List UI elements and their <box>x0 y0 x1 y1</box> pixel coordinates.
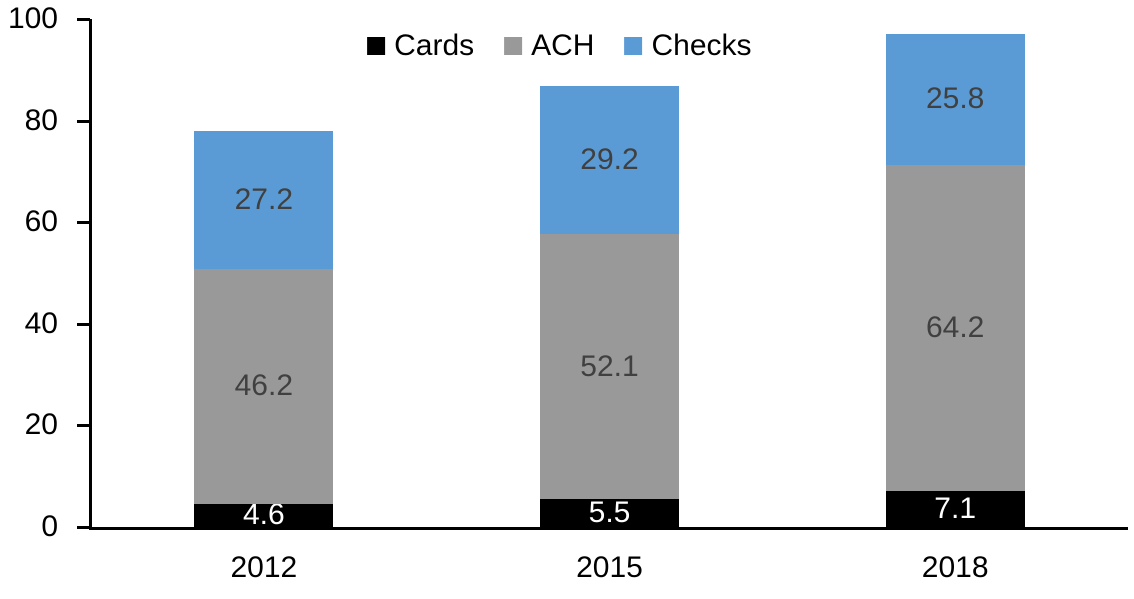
y-axis-tick-label: 80 <box>24 103 58 137</box>
legend-label-cards: Cards <box>394 29 475 62</box>
y-axis-tick-label: 0 <box>41 510 58 543</box>
data-label-checks-2018: 25.8 <box>925 82 985 116</box>
legend-label-ach: ACH <box>531 29 595 62</box>
y-axis-tick <box>77 221 90 225</box>
x-axis-category-label: 2015 <box>576 551 643 584</box>
data-label-ach-2012: 46.2 <box>234 369 294 403</box>
y-axis-tick <box>77 322 90 326</box>
y-axis-line <box>89 19 92 530</box>
bar-segment-cards-2015: 5.5 <box>540 496 679 530</box>
chart-legend: Cards ACH Checks <box>367 29 752 62</box>
y-axis-tick-label: 20 <box>24 408 58 442</box>
bar-segment-cards-2018: 7.1 <box>885 490 1025 527</box>
stacked-bar-2015: 5.5 52.1 29.2 <box>540 86 679 530</box>
legend-swatch-cards-icon <box>367 37 386 55</box>
y-axis-tick <box>77 424 90 428</box>
y-axis-tick <box>77 18 90 21</box>
legend-label-checks: Checks <box>651 29 752 62</box>
bar-segment-checks-2018: 25.8 <box>885 33 1025 165</box>
x-axis-category-label: 2018 <box>921 551 989 584</box>
y-axis-tick <box>77 526 90 529</box>
data-label-checks-2012: 27.2 <box>234 182 294 216</box>
x-axis-line <box>89 527 1128 530</box>
bar-segment-ach-2012: 46.2 <box>194 268 334 504</box>
legend-swatch-ach-icon <box>504 37 523 55</box>
bar-segment-ach-2018: 64.2 <box>885 164 1025 491</box>
data-label-cards-2015: 5.5 <box>588 496 631 530</box>
stacked-bar-2012: 4.6 46.2 27.2 <box>194 130 334 530</box>
legend-item-checks: Checks <box>624 29 752 62</box>
bar-segment-checks-2015: 29.2 <box>540 86 679 235</box>
data-label-ach-2018: 64.2 <box>925 310 985 344</box>
bar-segment-ach-2015: 52.1 <box>540 234 679 500</box>
bar-segment-checks-2012: 27.2 <box>194 130 334 269</box>
legend-item-cards: Cards <box>367 30 474 62</box>
bar-segment-cards-2012: 4.6 <box>194 500 334 530</box>
data-label-cards-2012: 4.6 <box>242 498 285 532</box>
legend-swatch-checks-icon <box>624 37 643 55</box>
legend-item-ach: ACH <box>504 30 594 62</box>
data-label-cards-2018: 7.1 <box>934 491 977 525</box>
y-axis-tick-label: 100 <box>7 2 58 35</box>
data-label-checks-2015: 29.2 <box>580 143 639 177</box>
x-axis-category-label: 2012 <box>230 551 298 584</box>
y-axis-tick-label: 60 <box>24 205 58 239</box>
data-label-ach-2015: 52.1 <box>580 349 639 383</box>
y-axis-tick-label: 40 <box>24 306 58 340</box>
y-axis-tick <box>77 119 90 123</box>
stacked-bar-2018: 7.1 64.2 25.8 <box>885 33 1025 527</box>
